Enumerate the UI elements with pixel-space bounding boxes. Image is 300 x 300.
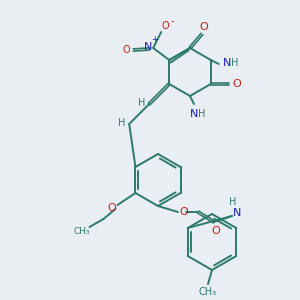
Text: H: H xyxy=(198,109,206,119)
Text: H: H xyxy=(229,197,237,207)
Text: N: N xyxy=(233,208,241,218)
Text: O: O xyxy=(161,21,169,31)
Text: CH₃: CH₃ xyxy=(199,287,217,297)
Text: H: H xyxy=(118,118,125,128)
Text: N: N xyxy=(190,109,198,119)
Text: N: N xyxy=(144,42,152,52)
Text: O: O xyxy=(107,203,116,213)
Text: O: O xyxy=(180,207,188,217)
Text: O: O xyxy=(232,79,241,89)
Text: N: N xyxy=(223,58,231,68)
Text: +: + xyxy=(151,35,158,44)
Text: H: H xyxy=(231,58,238,68)
Text: -: - xyxy=(170,16,174,26)
Text: H: H xyxy=(137,98,145,108)
Text: O: O xyxy=(200,22,208,32)
Text: O: O xyxy=(212,226,220,236)
Text: O: O xyxy=(122,45,130,55)
Text: CH₃: CH₃ xyxy=(73,226,90,236)
